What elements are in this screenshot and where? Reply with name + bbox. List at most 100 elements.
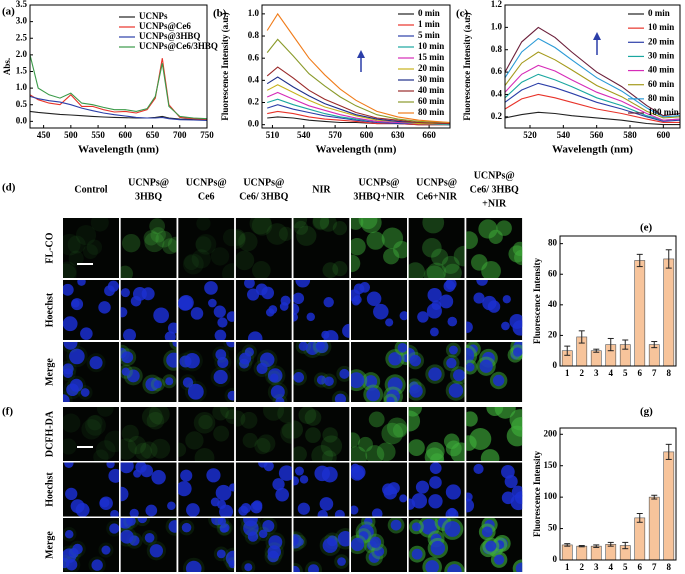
nucleus <box>72 543 83 555</box>
nucleus <box>401 353 407 363</box>
micrograph-bg <box>235 218 292 278</box>
legend-label: 15 min <box>418 52 444 62</box>
cell-signal <box>251 218 273 236</box>
legend-label: 40 min <box>648 65 674 75</box>
nucleus <box>178 481 192 497</box>
cell-signal <box>294 220 309 235</box>
cell-signal <box>266 223 288 245</box>
legend-label: 30 min <box>418 74 444 84</box>
x-tick-label: 8 <box>667 368 672 378</box>
cell-signal <box>351 238 366 256</box>
error-bar <box>564 345 571 356</box>
nucleus <box>166 352 177 368</box>
nucleus <box>515 562 523 572</box>
y-axis-label: Abs. <box>2 58 12 75</box>
series-line <box>266 91 450 125</box>
x-tick-label: 2 <box>580 368 585 378</box>
error-bar <box>622 541 629 550</box>
cell-signal <box>422 238 442 258</box>
cell-signal <box>332 220 348 236</box>
nucleus <box>445 484 461 500</box>
cell-signal <box>150 438 171 459</box>
nucleus <box>298 342 308 351</box>
nucleus <box>429 327 439 337</box>
increase-arrow <box>357 50 365 72</box>
column-header: Control <box>74 184 107 195</box>
nucleus <box>213 305 226 318</box>
micrograph-bg <box>293 407 350 461</box>
x-tick-label: 600 <box>119 130 133 140</box>
micrograph <box>466 518 523 572</box>
cell-signal <box>508 245 523 263</box>
cell-signal <box>252 260 271 278</box>
cell-signal <box>120 265 134 278</box>
nucleus <box>80 388 90 397</box>
nucleus <box>428 494 443 509</box>
micrograph <box>293 280 350 340</box>
nucleus <box>120 307 128 318</box>
cell-signal <box>93 449 109 461</box>
nucleus <box>89 356 103 370</box>
legend-label: 5 min <box>418 30 440 40</box>
micrograph <box>293 342 350 402</box>
y-axis-label: Fluorescence Intensity <box>532 257 542 344</box>
cell-signal <box>320 435 343 457</box>
series-line <box>29 58 208 120</box>
error-bar <box>578 545 585 548</box>
column-header: UCNPs@ <box>186 177 227 188</box>
micrograph <box>63 218 119 278</box>
nucleus <box>293 312 299 322</box>
nucleus <box>258 529 268 539</box>
micrograph <box>178 218 235 278</box>
micrograph <box>120 407 177 461</box>
micrograph <box>293 462 350 517</box>
nucleus <box>411 493 428 509</box>
nucleus <box>226 311 235 322</box>
y-tick-label: 0.5 <box>16 99 28 109</box>
row-label: DCFH-DA <box>44 410 55 457</box>
y-tick-label: 0.0 <box>248 119 260 129</box>
nucleus <box>141 287 155 301</box>
nucleus <box>261 286 275 300</box>
nucleus <box>99 497 110 508</box>
nucleus <box>186 503 200 517</box>
nucleus <box>509 313 523 329</box>
nucleus <box>214 329 227 340</box>
nucleus <box>145 504 158 517</box>
micrograph <box>235 280 292 340</box>
micrograph <box>351 407 407 461</box>
micrograph <box>351 518 407 572</box>
y-tick-label: 0.4 <box>248 74 260 84</box>
nucleus <box>268 535 283 550</box>
nucleus <box>466 492 473 502</box>
nucleus <box>386 396 395 402</box>
nucleus <box>239 352 252 365</box>
legend-label: 100 min <box>648 107 679 117</box>
cell-signal <box>235 250 255 271</box>
panel-label: (a) <box>2 6 15 18</box>
cell-signal <box>471 254 488 271</box>
nucleus <box>167 501 176 511</box>
nucleus <box>262 520 275 532</box>
cell-signal <box>386 417 407 438</box>
cell-signal <box>254 438 271 455</box>
cell-signal <box>235 228 246 246</box>
nucleus <box>217 518 226 526</box>
cell-signal <box>322 450 337 461</box>
plot-frame <box>261 4 451 129</box>
series-line <box>504 82 681 122</box>
y-tick-label: 0.6 <box>248 52 260 62</box>
cell-signal <box>63 233 81 256</box>
nucleus <box>351 465 366 480</box>
x-tick-label: 8 <box>667 562 672 572</box>
y-tick-label: 1.0 <box>16 82 28 92</box>
micrograph <box>408 342 465 402</box>
series-line <box>266 76 451 125</box>
series-line <box>504 93 680 123</box>
nucleus <box>220 523 230 533</box>
nucleus <box>184 353 200 369</box>
micrograph-bg <box>408 218 465 278</box>
nucleus <box>240 502 252 514</box>
y-tick-label: 200 <box>544 428 558 438</box>
